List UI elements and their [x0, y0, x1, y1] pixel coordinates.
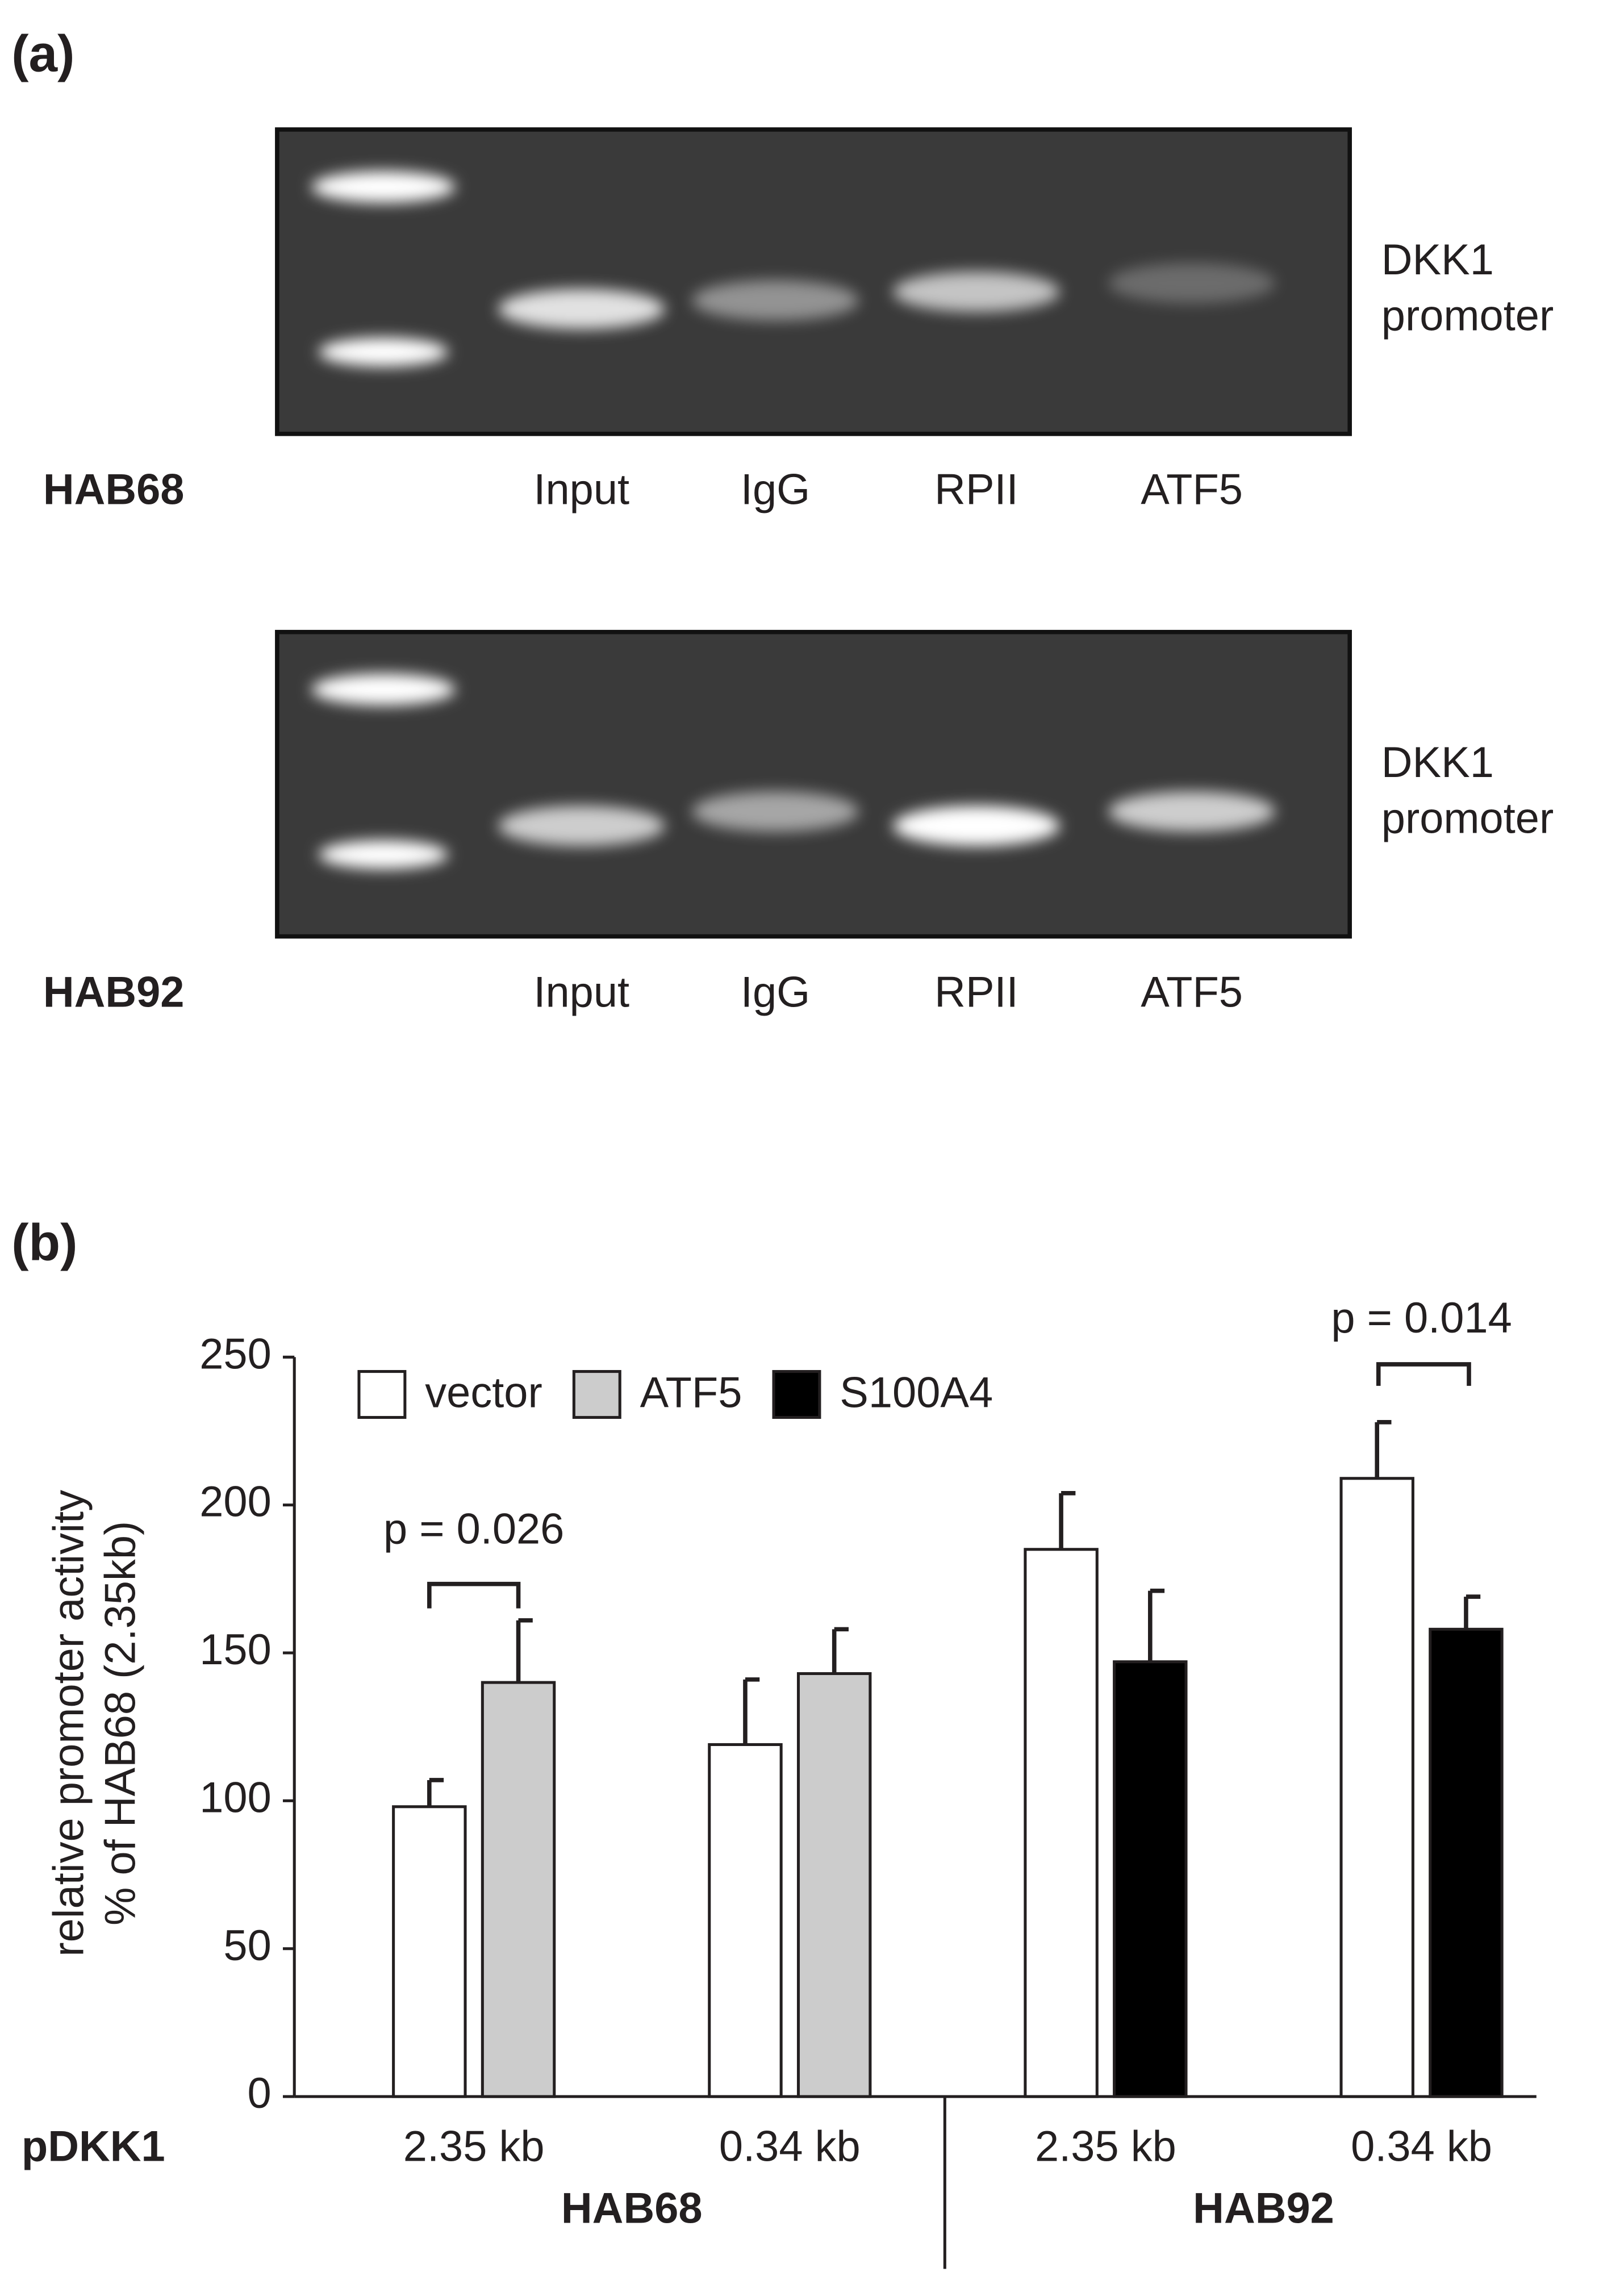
ladder-band: [311, 674, 456, 705]
dna-band: [498, 805, 665, 846]
bar: [1113, 1660, 1188, 2098]
error-bar: [427, 1778, 444, 1807]
y-axis-label: % of HAB68 (2.35kb): [96, 1521, 144, 1926]
y-tick-label: 50: [223, 1922, 271, 1970]
target-label: DKK1: [1381, 236, 1494, 284]
legend-swatch: [772, 1370, 821, 1419]
legend-swatch: [572, 1370, 621, 1419]
lane-label: ATF5: [1141, 466, 1243, 514]
ladder-band: [311, 171, 456, 203]
significance-bracket: [427, 1581, 521, 1609]
x-tick-label: 2.35 kb: [1035, 2123, 1176, 2171]
bar: [1339, 1477, 1414, 2098]
dna-band: [893, 805, 1060, 846]
x-tick-label: 0.34 kb: [1351, 2123, 1492, 2171]
panel-label: (b): [11, 1214, 77, 1272]
dna-band: [893, 272, 1060, 312]
annotation: p = 0.014: [1331, 1294, 1512, 1342]
y-tick-label: 0: [248, 2069, 272, 2118]
ladder-band: [319, 840, 448, 869]
target-label: promoter: [1381, 292, 1554, 340]
y-tick-label: 100: [199, 1773, 272, 1822]
bar: [481, 1681, 556, 2098]
bar: [1024, 1548, 1099, 2098]
y-tick-label: 200: [199, 1478, 272, 1526]
error-bar: [1059, 1491, 1076, 1550]
target-label: promoter: [1381, 794, 1554, 842]
x-tick-label: 2.35 kb: [403, 2123, 545, 2171]
bar: [392, 1805, 467, 2098]
bar-chart: 0 50 100 150 200 250 relative promoter activit…: [22, 1294, 1537, 2269]
ladder-band: [319, 337, 448, 367]
legend-swatch: [357, 1370, 407, 1419]
annotation: p = 0.026: [383, 1505, 564, 1553]
error-bar: [1148, 1588, 1165, 1662]
lane-label: IgG: [741, 466, 810, 514]
panel-label: (a): [11, 26, 74, 83]
legend-label: vector: [425, 1369, 542, 1417]
error-bar: [516, 1618, 533, 1683]
cell-line-label: HAB92: [43, 968, 185, 1016]
y-tick-label: 250: [199, 1330, 272, 1378]
y-tick-label: 150: [199, 1626, 272, 1674]
significance-bracket: [1376, 1362, 1471, 1386]
error-bar: [832, 1627, 849, 1674]
lane-label: Input: [533, 466, 629, 514]
bar: [708, 1743, 783, 2098]
group-label: HAB68: [561, 2184, 703, 2232]
target-label: DKK1: [1381, 738, 1494, 787]
error-bar: [1375, 1420, 1392, 1479]
x-prefix: pDKK1: [22, 2123, 165, 2171]
gels: Input IgG RPII ATF5 HAB68 DKK1 promoter Input Ig…: [43, 127, 1554, 1016]
lane-label: Input: [533, 968, 629, 1016]
error-bar: [1464, 1594, 1481, 1630]
y-axis-label: relative promoter activity: [44, 1490, 93, 1957]
group-label: HAB92: [1193, 2184, 1334, 2232]
dna-band: [692, 280, 859, 321]
dna-band: [1108, 791, 1275, 832]
lane-label: ATF5: [1141, 968, 1243, 1016]
gel-image: [275, 629, 1352, 939]
dna-band: [692, 791, 859, 832]
x-tick-label: 0.34 kb: [719, 2123, 861, 2171]
bar: [1429, 1627, 1504, 2098]
lane-label: RPII: [934, 466, 1018, 514]
bar: [796, 1672, 872, 2098]
dna-band: [498, 289, 665, 329]
dna-band: [1108, 263, 1275, 303]
cell-line-label: HAB68: [43, 466, 185, 514]
lane-label: IgG: [741, 968, 810, 1016]
legend-label: ATF5: [640, 1369, 742, 1417]
error-bar: [743, 1677, 760, 1745]
lane-label: RPII: [934, 968, 1018, 1016]
legend-label: S100A4: [840, 1369, 993, 1417]
